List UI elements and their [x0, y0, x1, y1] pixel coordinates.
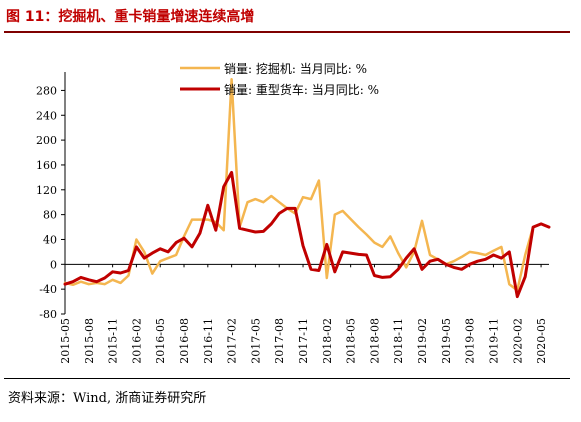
title-divider: [4, 31, 570, 33]
x-tick-label: 2015-05: [59, 318, 72, 364]
x-tick-label: 2016-11: [202, 318, 215, 364]
y-tick-label: 200: [36, 134, 57, 147]
series-line-heavy-truck: [63, 170, 551, 299]
figure-title: 图 11：挖掘机、重卡销量增速连续高增: [6, 9, 255, 25]
y-tick-label: 160: [36, 159, 57, 172]
y-tick-label: 280: [36, 84, 57, 97]
x-tick-label: 2016-08: [178, 318, 191, 364]
y-tick-label: 80: [43, 209, 57, 222]
x-tick-label: 2019-05: [440, 318, 453, 364]
source-note: 资料来源：Wind, 浙商证券研究所: [8, 391, 207, 406]
y-tick-label: -80: [39, 308, 57, 321]
x-tick-label: 2015-08: [83, 318, 96, 364]
legend: 销量: 挖掘机: 当月同比: % 销量: 重型货车: 当月同比: %: [180, 61, 379, 97]
y-tick-label: 40: [43, 233, 57, 246]
x-tick-label: 2017-08: [273, 318, 286, 364]
series-layer: [63, 77, 551, 299]
x-axis: 2015-05 2015-08 2015-11 2016-02 2016-05 2016-…: [59, 263, 549, 364]
x-tick-label: 2016-05: [154, 318, 167, 364]
x-tick-label: 2017-11: [297, 318, 310, 364]
y-axis: -80 -40 0 40 80 120 160 200 240 280: [36, 72, 66, 321]
y-tick-label: -40: [39, 283, 57, 296]
x-tick-label: 2018-02: [321, 318, 334, 364]
x-tick-label: 2017-02: [226, 318, 239, 364]
x-tick-label: 2018-05: [345, 318, 358, 364]
x-tick-label: 2019-02: [416, 318, 429, 364]
x-tick-label: 2015-11: [107, 318, 120, 364]
y-tick-label: 0: [50, 258, 57, 271]
x-tick-label: 2016-02: [130, 318, 143, 364]
y-tick-label: 240: [36, 109, 57, 122]
x-tick-label: 2020-02: [511, 318, 524, 364]
x-tick-label: 2019-11: [487, 318, 500, 364]
x-tick-label: 2019-08: [464, 318, 477, 364]
x-tick-label: 2018-08: [368, 318, 381, 364]
source-divider: [4, 378, 570, 379]
legend-label-heavy-truck: 销量: 重型货车: 当月同比: %: [224, 82, 379, 97]
legend-label-excavator: 销量: 挖掘机: 当月同比: %: [224, 61, 367, 76]
y-tick-label: 120: [36, 184, 57, 197]
x-tick-label: 2018-11: [392, 318, 405, 364]
x-tick-label: 2017-05: [249, 318, 262, 364]
x-tick-label: 2020-05: [535, 318, 548, 364]
